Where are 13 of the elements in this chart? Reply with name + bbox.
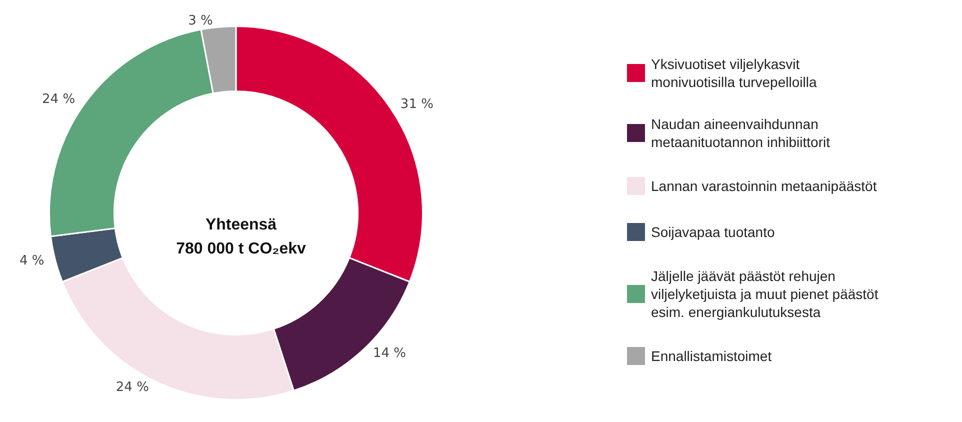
- legend-label: Naudan aineenvaihdunnan metaanituotannon inhibiittorit: [651, 116, 830, 150]
- data-label: 14 %: [372, 346, 406, 362]
- data-label: 24 %: [116, 380, 149, 395]
- data-label: 3 %: [188, 14, 213, 29]
- legend-label: Lannan varastoinnin metaanipäästöt: [651, 178, 877, 194]
- legend-label: Soijavapaa tuotanto: [651, 224, 775, 240]
- text: Yhteensä 780 000 t CO₂ekv: [176, 216, 306, 258]
- data-label: 4 %: [20, 253, 44, 268]
- data-label: 24 %: [42, 92, 76, 108]
- data-label: 31 %: [400, 97, 434, 112]
- legend-label: Jäljelle jäävät päästöt rehujen viljelyketjuista ja muut pienet päästöt esim. energiankulutuksesta: [651, 268, 878, 320]
- legend-label: Ennallistamistoimet: [651, 348, 772, 364]
- legend-label: Yksivuotiset viljelykasvit monivuotisilla turvepelloilla: [651, 56, 817, 90]
